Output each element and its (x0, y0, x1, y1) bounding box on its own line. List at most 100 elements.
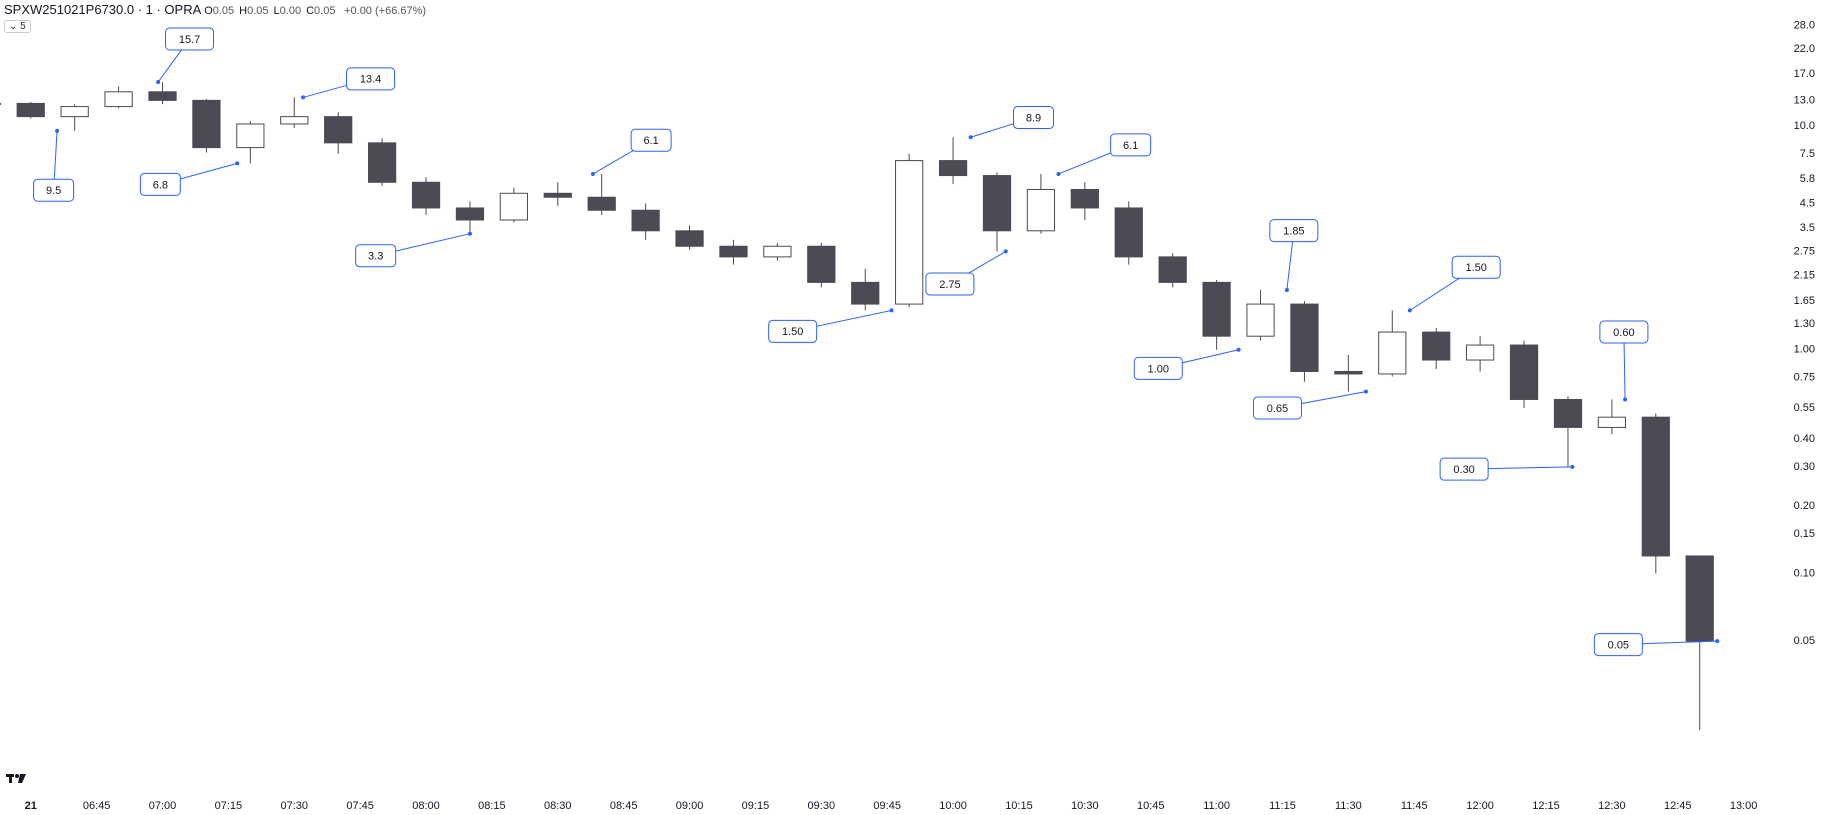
candle-body (324, 116, 353, 144)
annotation-point (1056, 171, 1061, 176)
annotation-point (55, 128, 60, 133)
candle (367, 138, 397, 186)
y-tick-label: 0.10 (1794, 568, 1815, 580)
annotation-box (1252, 396, 1302, 420)
annotation-box (1012, 105, 1054, 129)
annotation-point (889, 308, 894, 313)
y-tick-label: 28.0 (1794, 20, 1815, 32)
y-tick-label: 7.5 (1800, 148, 1815, 160)
candle-body (1334, 370, 1363, 375)
annotation-box (1593, 633, 1643, 657)
annotation: 0.05 (1593, 633, 1720, 657)
candle-body (851, 281, 880, 305)
candle (1553, 396, 1583, 467)
y-tick-label: 0.55 (1794, 402, 1815, 414)
annotation: 0.65 (1252, 389, 1368, 420)
annotation-label: 2.75 (939, 279, 960, 291)
annotation-point (156, 80, 161, 85)
candle-body (807, 245, 836, 283)
annotation: 2.75 (925, 249, 1008, 296)
candle-body (148, 91, 177, 101)
candle-body (543, 192, 572, 198)
candle (807, 242, 836, 288)
candle-body (982, 175, 1012, 232)
annotation: 6.1 (1056, 133, 1152, 176)
candle-body (895, 160, 924, 305)
annotation: 0.30 (1439, 457, 1575, 481)
y-tick-label: 0.75 (1794, 372, 1815, 384)
y-tick-label: 1.65 (1794, 295, 1815, 307)
x-tick-label: 08:30 (544, 800, 572, 812)
candle (192, 98, 221, 153)
candle (543, 182, 572, 206)
annotation: 15.7 (156, 27, 215, 85)
ohlc-key: H (239, 5, 248, 17)
candle-body (1202, 281, 1231, 337)
x-tick-label: 13:00 (1730, 800, 1758, 812)
ohlc-value: 0.00 (279, 5, 302, 17)
annotation: 9.5 (33, 128, 75, 202)
annotation: 1.85 (1269, 219, 1319, 292)
annotation-label: 6.1 (643, 135, 658, 147)
x-tick-label: 07:15 (215, 800, 243, 812)
x-tick-label: 10:15 (1005, 800, 1033, 812)
ohlc-key: L (273, 5, 280, 17)
annotation-point (1623, 397, 1628, 402)
candle (236, 121, 265, 164)
indicators-count: 5 (20, 21, 26, 32)
candle (1685, 555, 1714, 731)
annotation-label: 0.30 (1453, 464, 1474, 476)
candle (1378, 310, 1407, 377)
annotation-box (1269, 219, 1319, 243)
candle-body (1070, 188, 1099, 209)
y-tick-label: 22.0 (1794, 43, 1815, 55)
candle (1026, 173, 1056, 234)
y-tick-label: 0.15 (1794, 528, 1815, 540)
candle (16, 101, 45, 119)
candle-body (587, 196, 616, 211)
annotation-point (467, 231, 472, 236)
x-tick-label: 11:30 (1335, 800, 1362, 812)
candle-body (719, 245, 748, 258)
x-tick-label: 11:00 (1203, 800, 1230, 812)
annotation-box (1110, 133, 1152, 157)
annotation-point (1363, 389, 1368, 394)
candle (1158, 253, 1187, 288)
y-tick-label: 0.20 (1794, 500, 1815, 512)
candle (1641, 413, 1670, 574)
ohlc-value: 0.05 (212, 5, 235, 17)
annotation-box (1599, 320, 1649, 344)
candle (324, 112, 353, 154)
annotation-box (630, 128, 672, 152)
candle (851, 268, 880, 311)
candle-body (1378, 331, 1407, 375)
candle (631, 203, 660, 240)
ohlc-key: C (306, 5, 315, 17)
x-tick-label: 09:45 (873, 800, 901, 812)
x-tick-label: 21 (25, 800, 37, 812)
indicators-toggle[interactable]: ⌄ 5 (4, 20, 31, 33)
candle-body (236, 123, 265, 149)
annotation-box (1439, 457, 1489, 481)
candle (763, 242, 792, 261)
annotation-box (33, 178, 75, 202)
candle-body (192, 99, 221, 149)
candle (895, 153, 924, 308)
candle (1114, 201, 1143, 265)
annotation: 1.50 (1407, 255, 1501, 313)
candle (675, 225, 704, 250)
candle-body (938, 160, 968, 177)
candle (455, 201, 485, 234)
candle-body (1290, 303, 1319, 372)
y-tick-label: 1.00 (1794, 344, 1815, 356)
x-tick-label: 07:45 (346, 800, 374, 812)
annotation: 8.9 (968, 105, 1054, 140)
annotation: 3.3 (355, 231, 472, 268)
annotation-label: 0.65 (1267, 403, 1288, 415)
x-tick-label: 12:00 (1466, 800, 1494, 812)
candle-body (631, 209, 660, 232)
annotation-point (1570, 464, 1575, 469)
annotation-point (235, 161, 240, 166)
x-tick-label: 12:15 (1532, 800, 1560, 812)
